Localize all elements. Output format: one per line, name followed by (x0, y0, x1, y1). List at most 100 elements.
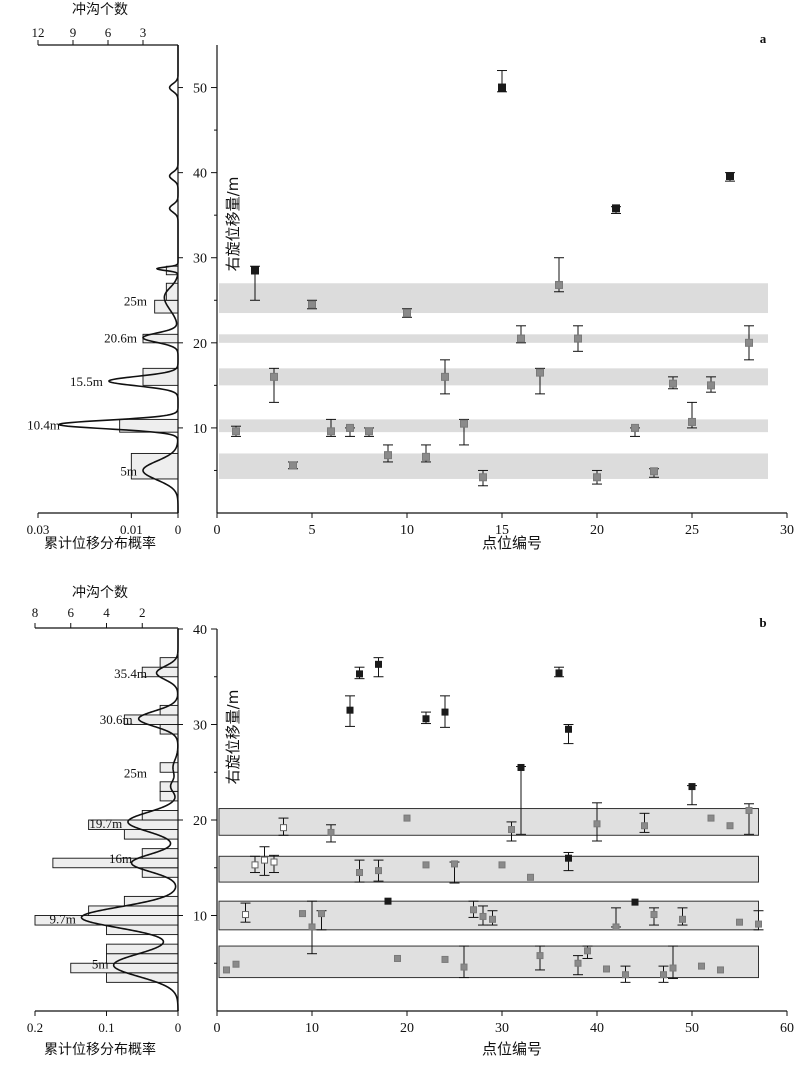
data-point (232, 427, 240, 436)
side-top-tick-label: 2 (139, 605, 146, 620)
data-point (574, 959, 582, 967)
data-point (517, 763, 525, 771)
side-top-tick-label: 9 (70, 25, 77, 40)
data-point (384, 897, 392, 905)
side-top-tick-label: 8 (32, 605, 39, 620)
data-point (536, 952, 544, 960)
data-point (489, 915, 496, 923)
x-tick-label: 20 (400, 1021, 414, 1036)
data-point (232, 960, 240, 968)
data-point (498, 83, 506, 92)
data-point (384, 451, 392, 460)
data-point (641, 822, 648, 830)
x-tick-label: 15 (495, 523, 509, 538)
data-point (565, 725, 572, 733)
data-point (612, 204, 620, 213)
data-point (517, 334, 525, 343)
peak-label: 25m (124, 293, 147, 308)
band-4 (219, 283, 768, 314)
side-top-tick-label: 3 (140, 25, 147, 40)
x-tick-label: 10 (400, 523, 414, 538)
data-point (470, 906, 477, 914)
data-point (726, 822, 734, 830)
x-axis-title: 点位编号 (482, 534, 542, 552)
data-point (717, 966, 724, 974)
data-point (441, 955, 449, 963)
side-bottom-axis-title: 累计位移分布概率 (44, 1041, 156, 1058)
x-tick-label: 10 (305, 1021, 319, 1036)
band-1 (219, 419, 768, 433)
x-tick-label: 50 (685, 1021, 699, 1036)
data-point (584, 947, 591, 955)
probability-curve (57, 45, 179, 513)
histogram-bar (159, 781, 179, 792)
peak-label: 20.6m (104, 331, 137, 346)
band-3 (218, 808, 759, 836)
data-point (745, 338, 753, 347)
side-top-tick-label: 12 (32, 25, 45, 40)
side-top-axis-title: 冲沟个数 (72, 2, 128, 18)
panel-a: 0 5 10 15 20 25 30 10 20 30 40 50 a 点位编号 右旋位移量/m 12 9 6 3冲… (27, 2, 794, 552)
data-point (242, 911, 249, 919)
data-point (707, 814, 715, 822)
data-point (394, 954, 401, 962)
side-bottom-tick-label: 0 (175, 522, 182, 537)
data-point (308, 923, 316, 931)
data-point (669, 964, 677, 972)
data-point (422, 861, 430, 869)
peak-label: 9.7m (49, 911, 75, 926)
data-point (622, 971, 629, 979)
peak-label: 19.7m (89, 816, 122, 831)
data-point (365, 427, 373, 436)
data-point (679, 915, 686, 923)
panel-label: b (759, 615, 766, 630)
data-point (707, 381, 715, 390)
histogram-bar (123, 829, 179, 840)
side-bottom-tick-label: 0.03 (27, 522, 50, 537)
data-point (356, 869, 363, 877)
data-point (375, 660, 382, 668)
x-tick-label: 40 (590, 1021, 604, 1036)
data-point (422, 452, 430, 461)
data-point (441, 708, 449, 716)
y-tick-label: 10 (193, 422, 207, 437)
data-point (346, 706, 354, 714)
data-point (574, 334, 582, 343)
y-axis-title: 右旋位移量/m (224, 690, 242, 785)
panel-label: a (760, 31, 767, 46)
data-point (479, 912, 487, 920)
side-top-tick-label: 6 (68, 605, 75, 620)
data-point (289, 461, 297, 470)
data-point (403, 309, 411, 318)
data-point (261, 856, 268, 864)
data-point (441, 372, 449, 381)
data-point (318, 910, 325, 918)
data-point (451, 860, 458, 868)
data-point (280, 824, 287, 832)
data-point (403, 814, 411, 822)
data-point (327, 427, 335, 436)
y-tick-label: 30 (193, 252, 207, 267)
data-point (479, 473, 487, 482)
x-tick-label: 60 (780, 1021, 794, 1036)
y-tick-label: 50 (193, 82, 207, 97)
data-point (498, 861, 506, 869)
data-point (460, 419, 468, 428)
histogram-bar (130, 452, 179, 480)
peak-label: 5m (120, 463, 137, 478)
x-tick-label: 25 (685, 523, 699, 538)
data-point (593, 473, 601, 482)
x-tick-label: 0 (214, 523, 221, 538)
side-bottom-tick-label: 0.1 (98, 1020, 114, 1035)
peak-label: 10.4m (27, 418, 60, 433)
peak-label: 15.5m (70, 374, 103, 389)
data-point (555, 669, 563, 677)
peak-label: 35.4m (114, 666, 147, 681)
side-bottom-tick-label: 0 (175, 1020, 182, 1035)
side-bottom-axis-title: 累计位移分布概率 (44, 535, 156, 552)
x-tick-label: 5 (309, 523, 316, 538)
data-point (251, 861, 259, 869)
data-point (745, 806, 753, 814)
data-point (527, 873, 534, 881)
